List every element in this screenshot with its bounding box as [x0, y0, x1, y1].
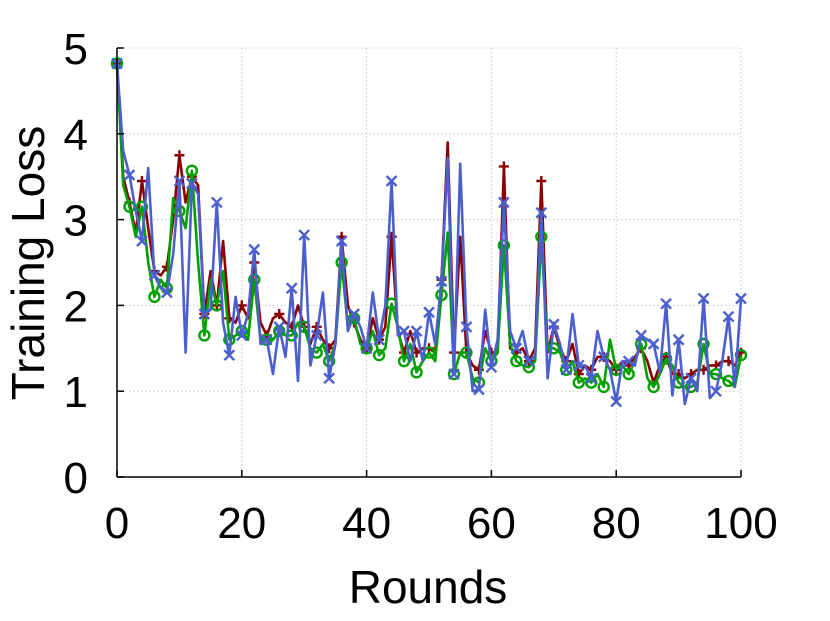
data-point	[372, 348, 386, 362]
data-point	[560, 363, 573, 376]
data-point	[647, 380, 660, 394]
x-tick-label: 100	[704, 499, 777, 548]
data-point	[185, 164, 199, 177]
data-point	[135, 200, 149, 213]
data-point	[697, 292, 710, 305]
data-point	[535, 206, 548, 219]
data-point	[136, 235, 148, 247]
data-point	[298, 229, 311, 241]
data-point	[547, 342, 560, 355]
data-point	[174, 150, 185, 161]
data-point	[260, 333, 273, 346]
data-point	[373, 333, 385, 346]
data-point	[522, 355, 535, 368]
data-point	[273, 321, 286, 333]
y-tick-label: 4	[64, 111, 88, 160]
y-tick-label: 2	[64, 282, 88, 331]
data-point	[310, 329, 323, 342]
series-line	[115, 63, 743, 384]
data-point	[360, 342, 373, 355]
data-point	[335, 235, 348, 247]
data-point	[498, 161, 509, 172]
data-point	[323, 372, 336, 385]
axes	[116, 47, 742, 478]
data-point	[660, 297, 672, 310]
data-point	[497, 239, 511, 252]
data-point	[398, 325, 410, 337]
data-point	[423, 306, 435, 319]
data-point	[510, 342, 523, 355]
data-point	[547, 318, 560, 331]
data-point	[223, 349, 236, 362]
data-point	[435, 275, 448, 288]
data-point	[285, 282, 298, 295]
data-point	[210, 196, 223, 209]
data-point	[498, 196, 510, 209]
data-point	[597, 380, 610, 394]
data-point	[235, 329, 248, 342]
x-axis-title: Rounds	[349, 561, 508, 613]
x-tick-label: 40	[342, 499, 391, 548]
y-tick-label: 5	[64, 25, 88, 74]
data-point	[198, 308, 211, 320]
data-point	[622, 355, 635, 368]
data-point	[123, 169, 136, 181]
data-point	[510, 354, 523, 368]
y-tick-label: 0	[64, 454, 88, 503]
data-point	[186, 177, 198, 190]
data-point	[697, 337, 710, 351]
y-tick-label: 3	[64, 197, 88, 246]
grid-lines	[117, 47, 742, 477]
data-point	[647, 338, 660, 350]
data-point	[460, 321, 473, 333]
data-point	[236, 300, 247, 311]
data-point	[198, 329, 211, 342]
y-tick-label: 1	[64, 368, 88, 417]
x-tick-label: 20	[217, 499, 266, 548]
data-point	[410, 366, 423, 379]
data-point	[735, 292, 747, 305]
data-point	[622, 367, 635, 381]
data-point	[473, 383, 485, 396]
data-point	[585, 372, 598, 385]
series-cross	[111, 57, 747, 408]
x-tick-label: 0	[105, 499, 129, 548]
y-axis-title: Training Loss	[2, 126, 54, 400]
plot-area	[110, 57, 748, 408]
x-tick-label: 80	[592, 499, 641, 548]
data-point	[385, 175, 398, 187]
data-point	[173, 175, 186, 187]
data-point	[448, 368, 460, 380]
data-point	[148, 269, 161, 282]
data-point	[148, 290, 161, 304]
x-tick-label: 60	[467, 499, 516, 548]
data-point	[672, 333, 685, 346]
data-point	[722, 310, 735, 323]
data-point	[485, 361, 498, 374]
data-point	[710, 385, 722, 398]
tick-labels: 0 20 40 60 80 100 0 1 2 3 4 5	[64, 25, 778, 548]
data-point	[136, 175, 147, 186]
data-point	[635, 329, 648, 342]
data-point	[348, 308, 360, 320]
data-point	[274, 308, 285, 319]
data-point	[610, 395, 623, 408]
data-point	[310, 346, 323, 359]
data-point	[248, 243, 261, 256]
data-point	[572, 376, 585, 389]
data-point	[597, 351, 610, 363]
data-point	[410, 325, 423, 337]
data-point	[572, 359, 585, 372]
data-point	[709, 367, 723, 381]
data-point	[161, 286, 173, 299]
data-point	[248, 273, 261, 286]
data-point	[460, 346, 473, 359]
data-point	[685, 372, 697, 385]
data-point	[536, 175, 547, 186]
